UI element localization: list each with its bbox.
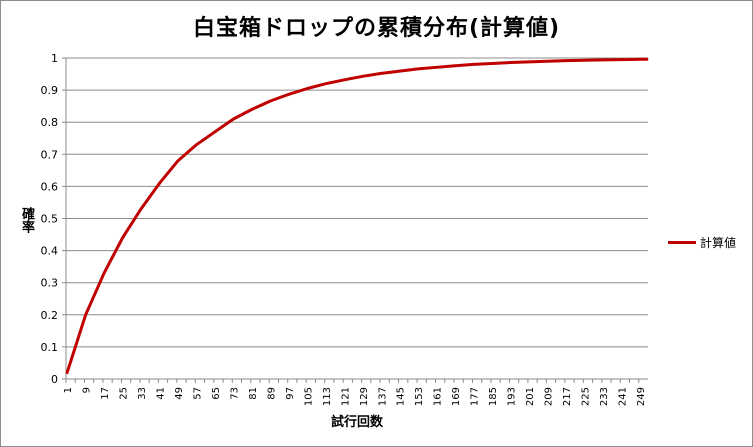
x-tick-label-0: 1 (63, 387, 74, 393)
x-tick-label-29: 233 (599, 387, 610, 406)
y-tick-label-1: 0.1 (41, 341, 59, 354)
y-tick-label-6: 0.6 (41, 180, 59, 193)
y-tick-label-10: 1 (51, 52, 58, 65)
x-tick-label-31: 249 (636, 387, 647, 406)
legend-swatch (668, 240, 696, 244)
x-tick-label-11: 89 (266, 387, 277, 400)
x-tick-label-30: 241 (617, 387, 628, 406)
x-tick-label-25: 201 (525, 387, 536, 406)
x-tick-label-27: 217 (562, 387, 573, 406)
y-tick-label-7: 0.7 (41, 148, 59, 161)
y-tick-labels: 0 0.1 0.2 0.3 0.4 0.5 0.6 0.7 0.8 0.9 1 (41, 52, 59, 386)
x-tick-label-6: 49 (174, 387, 185, 400)
x-tick-label-4: 33 (137, 387, 148, 400)
y-tick-label-9: 0.9 (41, 84, 59, 97)
x-tick-label-3: 25 (119, 387, 130, 400)
y-tick-label-2: 0.2 (41, 309, 59, 322)
x-tick-label-20: 161 (433, 387, 444, 406)
x-tick-label-12: 97 (285, 387, 296, 400)
legend-label: 計算値 (700, 235, 737, 250)
x-tick-label-28: 225 (580, 387, 591, 406)
grid-lines (66, 57, 648, 380)
x-tick-label-9: 73 (229, 387, 240, 400)
x-tick-label-26: 209 (544, 387, 555, 406)
x-tick-labels: 1 9 17 25 33 41 49 57 65 73 81 89 97 105 113 121 129 137 1… (63, 387, 647, 406)
chart-title: 白宝箱ドロップの累積分布(計算値) (192, 16, 561, 41)
x-tick-label-21: 169 (451, 387, 462, 406)
y-tick-label-0: 0 (51, 373, 58, 386)
axes (62, 57, 648, 383)
x-tick-label-2: 17 (100, 387, 111, 400)
x-tick-label-7: 57 (192, 387, 203, 400)
y-tick-label-4: 0.4 (41, 245, 59, 258)
x-tick-label-24: 193 (507, 387, 518, 406)
legend: 計算値 (668, 234, 736, 250)
x-tick-label-10: 81 (248, 387, 259, 400)
x-tick-label-16: 129 (359, 387, 370, 406)
x-tick-label-22: 177 (470, 387, 481, 406)
x-tick-label-17: 137 (377, 387, 388, 406)
y-tick-label-3: 0.3 (41, 277, 59, 290)
x-tick-label-1: 9 (82, 387, 93, 393)
x-tick-label-14: 113 (322, 387, 333, 406)
x-tick-label-5: 41 (156, 387, 167, 400)
x-tick-label-19: 153 (414, 387, 425, 406)
y-tick-label-8: 0.8 (41, 116, 59, 129)
series-line-0 (65, 57, 649, 375)
x-axis-label: 試行回数 (330, 415, 383, 430)
x-tick-label-15: 121 (340, 387, 351, 406)
series-layer (65, 57, 649, 375)
x-tick-label-13: 105 (303, 387, 314, 406)
y-tick-label-5: 0.5 (41, 213, 59, 226)
x-tick-label-8: 65 (211, 387, 222, 400)
y-axis-label: 確率 (19, 207, 34, 233)
x-tick-label-23: 185 (488, 387, 499, 406)
x-tick-label-18: 145 (396, 387, 407, 406)
